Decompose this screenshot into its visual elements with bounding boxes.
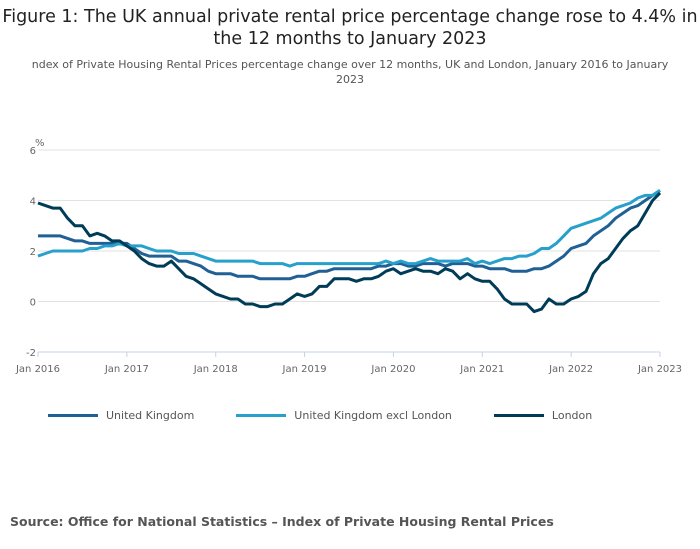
chart-subtitle: ndex of Private Housing Rental Prices pe…: [31, 58, 669, 86]
legend-swatch: [236, 414, 287, 417]
x-tick-label: Jan 2023: [637, 364, 682, 375]
y-tick-label: 4: [30, 197, 36, 208]
x-tick-label: Jan 2018: [193, 364, 238, 375]
legend-label: United Kingdom: [106, 409, 195, 422]
y-axis-unit: %: [35, 138, 45, 149]
series-line-london: [37, 191, 662, 314]
y-tick-label: 6: [30, 146, 36, 157]
x-tick-label: Jan 2020: [370, 364, 415, 375]
x-tick-label: Jan 2022: [548, 364, 593, 375]
legend-item-uk[interactable]: United Kingdom: [48, 409, 194, 422]
legend-label: United Kingdom excl London: [294, 409, 452, 422]
y-tick-label: -2: [26, 348, 36, 359]
series-line-united-kingdom-excl-london: [37, 189, 661, 268]
series-line-united-kingdom: [38, 189, 661, 281]
legend-item-london[interactable]: London: [493, 409, 593, 422]
legend-item-uk-excl-london[interactable]: United Kingdom excl London: [236, 409, 452, 422]
x-tick-label: Jan 2019: [282, 364, 327, 375]
x-tick-label: Jan 2016: [15, 364, 60, 375]
chart-title: Figure 1: The UK annual private rental p…: [2, 7, 698, 49]
legend-swatch: [493, 414, 544, 417]
legend: United Kingdom United Kingdom excl Londo…: [48, 409, 634, 422]
legend-swatch: [48, 414, 98, 417]
x-tick-label: Jan 2021: [459, 364, 504, 375]
line-chart: 6 4 2 0 -2% Jan 2016 Jan 2017 Jan 2018 Jan 2019 J…: [15, 138, 682, 375]
legend-label: London: [551, 409, 593, 422]
x-tick-label: Jan 2017: [104, 364, 149, 375]
y-tick-label: 0: [30, 298, 36, 309]
y-tick-label: 2: [30, 247, 36, 258]
source-note: Source: Office for National Statistics –…: [10, 514, 554, 529]
